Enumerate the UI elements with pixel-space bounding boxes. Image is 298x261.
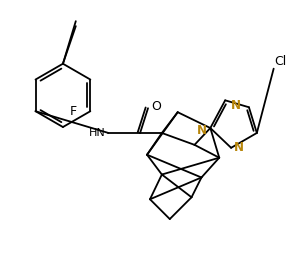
Text: Cl: Cl <box>275 55 287 68</box>
Text: O: O <box>151 100 161 113</box>
Text: F: F <box>69 105 77 118</box>
Text: N: N <box>231 99 241 112</box>
Text: N: N <box>234 141 244 154</box>
Text: HN: HN <box>89 128 105 138</box>
Text: N: N <box>196 124 207 138</box>
